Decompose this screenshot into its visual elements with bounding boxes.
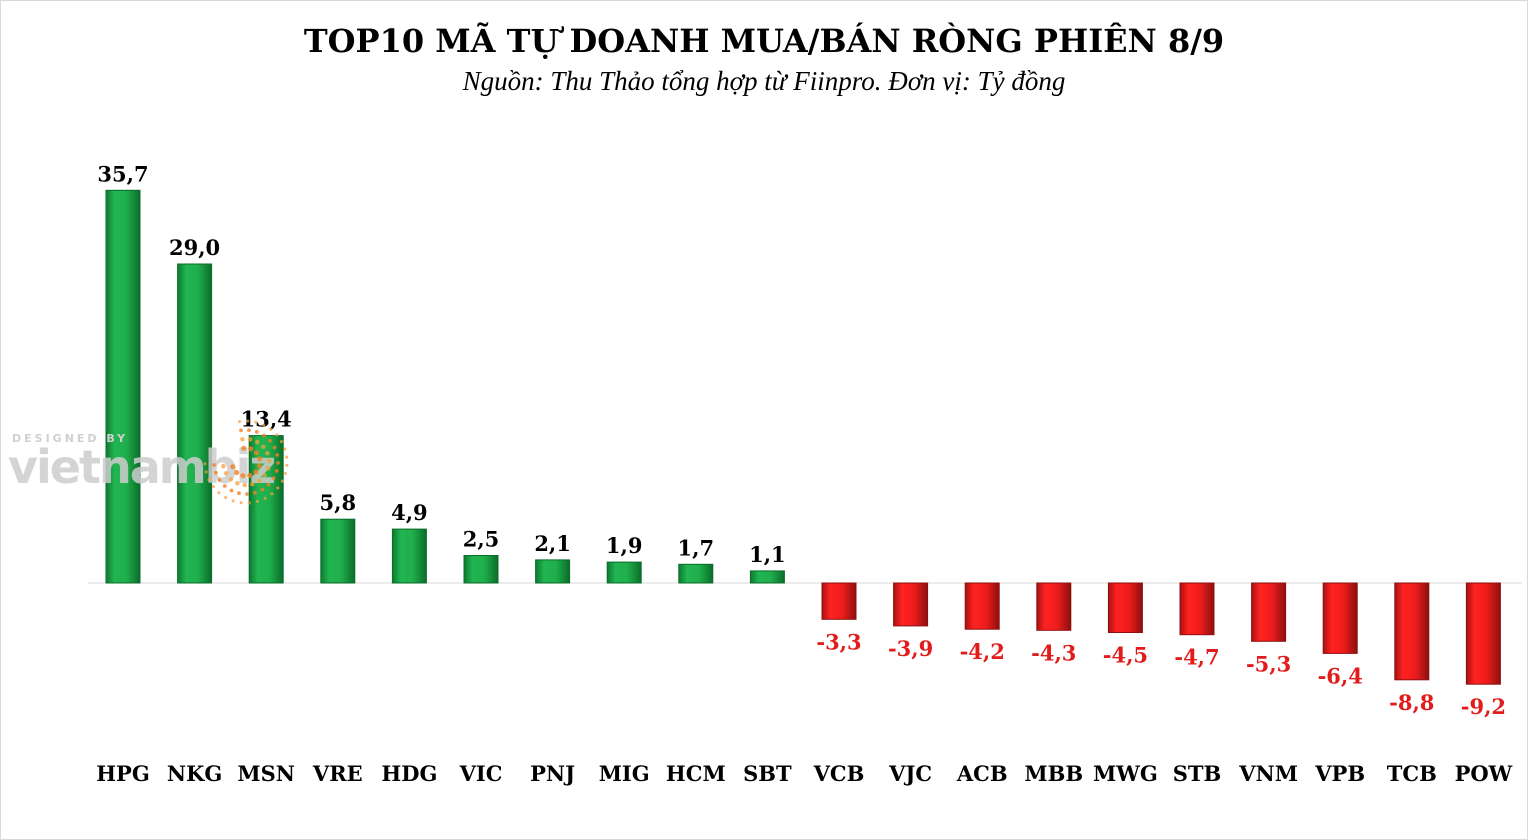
value-label-vjc: -3,9: [888, 636, 933, 661]
bars-group: [105, 189, 1501, 685]
value-label-mwg: -4,5: [1103, 643, 1148, 668]
category-label-hpg: HPG: [96, 761, 150, 786]
value-label-hdg: 4,9: [391, 500, 428, 525]
category-label-mbb: MBB: [1024, 761, 1083, 786]
bar-vic: [463, 555, 499, 584]
category-label-vpb: VPB: [1314, 761, 1365, 786]
category-label-msn: MSN: [237, 761, 295, 786]
category-labels-group: HPG NKG MSN VRE HDG VIC PNJ MIG HCM SBT VCB VJC ACB M…: [96, 761, 1512, 786]
bar-hcm: [678, 563, 714, 584]
bar-vpb: [1322, 582, 1358, 654]
category-label-vcb: VCB: [813, 761, 865, 786]
value-label-hpg: 35,7: [97, 161, 148, 186]
category-label-vnm: VNM: [1238, 761, 1298, 786]
value-label-vic: 2,5: [463, 527, 500, 552]
bar-msn: [248, 435, 284, 584]
bar-tcb: [1394, 582, 1430, 681]
bar-mbb: [1036, 582, 1072, 631]
category-label-stb: STB: [1173, 761, 1222, 786]
value-label-vcb: -3,3: [816, 629, 861, 654]
value-label-acb: -4,2: [960, 639, 1005, 664]
category-label-vic: VIC: [459, 761, 503, 786]
bar-pow: [1465, 582, 1501, 685]
value-label-nkg: 29,0: [169, 235, 220, 260]
category-label-acb: ACB: [956, 761, 1008, 786]
value-label-vnm: -5,3: [1246, 651, 1291, 676]
watermark-logo: DESIGNED BY vietnambiz: [8, 418, 308, 508]
value-label-tcb: -8,8: [1389, 690, 1434, 715]
bar-mig: [606, 561, 642, 584]
value-label-stb: -4,7: [1174, 645, 1219, 670]
category-label-vjc: VJC: [888, 761, 932, 786]
category-label-mig: MIG: [599, 761, 650, 786]
bar-mwg: [1107, 582, 1143, 633]
value-label-vre: 5,8: [320, 490, 357, 515]
value-label-vpb: -6,4: [1318, 663, 1363, 688]
category-label-nkg: NKG: [167, 761, 222, 786]
value-label-pnj: 2,1: [534, 531, 571, 556]
value-label-sbt: 1,1: [749, 542, 786, 567]
category-label-pow: POW: [1455, 761, 1513, 786]
watermark-designed-by: DESIGNED BY: [12, 432, 129, 445]
value-label-msn: 13,4: [241, 407, 292, 432]
bar-vjc: [893, 582, 929, 627]
bar-acb: [964, 582, 1000, 630]
category-label-tcb: TCB: [1387, 761, 1437, 786]
bar-nkg: [177, 263, 213, 584]
bar-stb: [1179, 582, 1215, 636]
bar-vcb: [821, 582, 857, 620]
category-label-vre: VRE: [312, 761, 363, 786]
category-label-pnj: PNJ: [530, 761, 575, 786]
bar-hdg: [391, 528, 427, 584]
value-label-hcm: 1,7: [678, 535, 715, 560]
bar-sbt: [749, 570, 785, 584]
value-label-mbb: -4,3: [1031, 640, 1076, 665]
value-label-pow: -9,2: [1461, 694, 1506, 719]
chart-subtitle: Nguồn: Thu Thảo tổng hợp từ Fiinpro. Đơn…: [462, 66, 1066, 96]
category-label-hdg: HDG: [381, 761, 437, 786]
category-label-mwg: MWG: [1093, 761, 1158, 786]
value-labels-group: 35,7 29,0 13,4 5,8 4,9 2,5 2,1 1,9 1,7 1,1 -3,3 -3,…: [97, 161, 1506, 719]
category-label-hcm: HCM: [666, 761, 726, 786]
bar-hpg: [105, 189, 141, 584]
bar-vnm: [1251, 582, 1287, 642]
value-label-mig: 1,9: [606, 533, 643, 558]
watermark-sunburst-icon: [203, 419, 289, 505]
bar-vre: [320, 518, 356, 584]
category-label-sbt: SBT: [743, 761, 792, 786]
bar-pnj: [535, 559, 571, 584]
chart-title: TOP10 MÃ TỰ DOANH MUA/BÁN RÒNG PHIÊN 8/9: [303, 22, 1225, 60]
